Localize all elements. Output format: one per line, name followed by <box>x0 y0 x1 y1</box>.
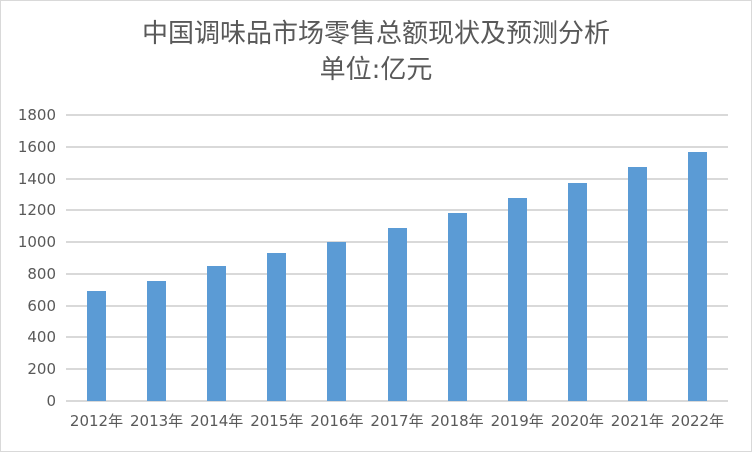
x-tick-label: 2018年 <box>430 412 484 430</box>
bar[interactable] <box>627 166 647 401</box>
gridline <box>66 177 728 180</box>
gridline <box>66 400 728 402</box>
plot-area <box>66 114 728 402</box>
gridline <box>66 145 728 148</box>
x-tick-label: 2013年 <box>130 412 184 430</box>
y-tick-label: 1800 <box>17 106 56 124</box>
x-tick-label: 2019年 <box>490 412 544 430</box>
y-tick-label: 1600 <box>17 137 56 156</box>
chart-subtitle: 单位:亿元 <box>319 55 433 85</box>
bar[interactable] <box>147 281 167 401</box>
chart-title: 中国调味品市场零售总额现状及预测分析 <box>141 19 610 49</box>
bar[interactable] <box>267 253 287 401</box>
bar[interactable] <box>688 152 707 401</box>
y-tick-label: 1400 <box>17 169 56 188</box>
gridline <box>66 209 728 212</box>
bar[interactable] <box>87 291 106 401</box>
x-tick-label: 2015年 <box>250 412 304 430</box>
bar[interactable] <box>387 227 407 401</box>
x-tick-label: 2022年 <box>670 412 725 430</box>
bar[interactable] <box>207 265 227 401</box>
y-tick-label: 600 <box>27 296 56 315</box>
y-tick-label: 800 <box>27 264 56 283</box>
x-tick-label: 2020年 <box>550 412 604 430</box>
x-tick-label: 2021年 <box>610 412 664 430</box>
x-tick-label: 2014年 <box>190 412 244 430</box>
bar[interactable] <box>327 242 347 401</box>
gridline <box>66 114 728 116</box>
x-tick-label: 2016年 <box>310 412 364 430</box>
y-tick-label: 400 <box>27 328 56 347</box>
x-tick-label: 2017年 <box>370 412 424 430</box>
y-tick-label: 1200 <box>17 201 56 220</box>
bar[interactable] <box>567 183 587 401</box>
bar[interactable] <box>447 213 467 401</box>
y-tick-label: 200 <box>27 360 56 379</box>
y-tick-label: 0 <box>46 392 56 410</box>
y-tick-label: 1000 <box>17 233 56 252</box>
x-tick-label: 2012年 <box>69 412 124 430</box>
bar[interactable] <box>507 197 527 401</box>
